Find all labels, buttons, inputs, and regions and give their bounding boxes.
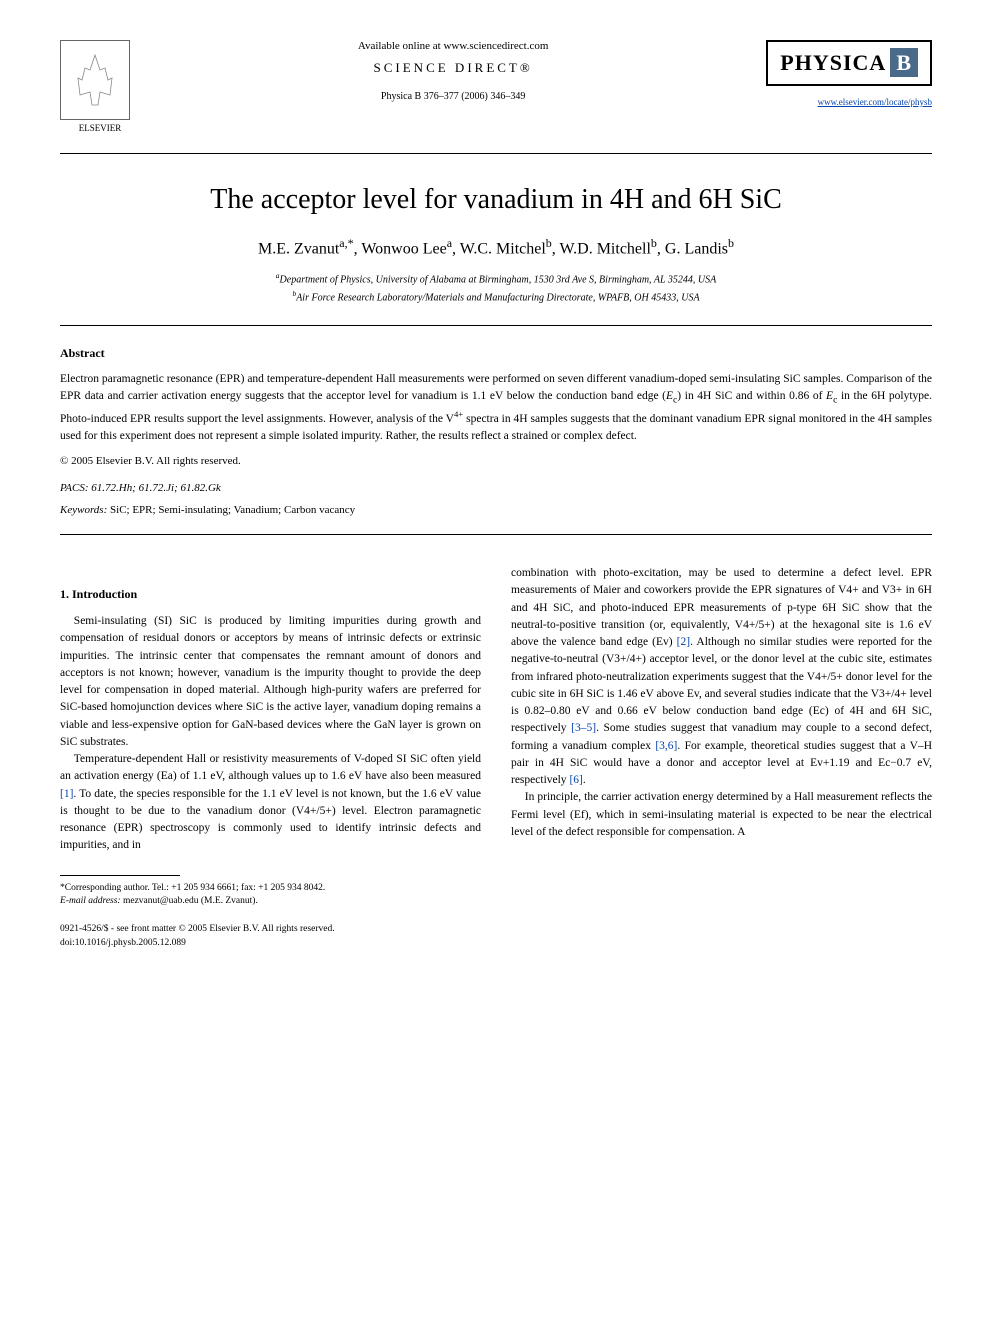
abstract-bottom-divider: [60, 534, 932, 535]
issn-line: 0921-4526/$ - see front matter © 2005 El…: [60, 923, 481, 936]
ref-link-3-5[interactable]: [3–5]: [571, 722, 596, 734]
right-paragraph-2: In principle, the carrier activation ene…: [511, 789, 932, 841]
affiliation-b: bAir Force Research Laboratory/Materials…: [60, 288, 932, 305]
keywords-values: SiC; EPR; Semi-insulating; Vanadium; Car…: [110, 504, 355, 516]
elsevier-tree-icon: [60, 40, 130, 120]
article-title: The acceptor level for vanadium in 4H an…: [60, 184, 932, 216]
affiliations: aDepartment of Physics, University of Al…: [60, 270, 932, 305]
elsevier-logo: ELSEVIER: [60, 40, 140, 133]
right-column: combination with photo-excitation, may b…: [511, 565, 932, 950]
email-address: mezvanut@uab.edu (M.E. Zvanut).: [123, 896, 258, 906]
journal-reference: Physica B 376–377 (2006) 346–349: [140, 91, 766, 102]
journal-link[interactable]: www.elsevier.com/locate/physb: [818, 97, 932, 107]
intro-heading: 1. Introduction: [60, 585, 481, 603]
physica-logo: PHYSICAB www.elsevier.com/locate/physb: [766, 40, 932, 110]
affiliation-a: aDepartment of Physics, University of Al…: [60, 270, 932, 287]
keywords-line: Keywords: SiC; EPR; Semi-insulating; Van…: [60, 504, 932, 516]
abstract-heading: Abstract: [60, 346, 932, 361]
physica-box: PHYSICAB: [766, 40, 932, 86]
left-paragraph-1: Semi-insulating (SI) SiC is produced by …: [60, 613, 481, 751]
pacs-label: PACS:: [60, 482, 89, 494]
authors: M.E. Zvanuta,*, Wonwoo Leea, W.C. Mitche…: [60, 236, 932, 258]
header-divider: [60, 153, 932, 154]
corr-author-line: *Corresponding author. Tel.: +1 205 934 …: [60, 882, 481, 895]
ref-link-1[interactable]: [1]: [60, 788, 73, 800]
copyright-text: © 2005 Elsevier B.V. All rights reserved…: [60, 455, 932, 467]
bottom-info: 0921-4526/$ - see front matter © 2005 El…: [60, 923, 481, 950]
pacs-line: PACS: 61.72.Hh; 61.72.Ji; 61.82.Gk: [60, 482, 932, 494]
elsevier-label: ELSEVIER: [60, 123, 140, 133]
keywords-label: Keywords:: [60, 504, 107, 516]
abstract-text: Electron paramagnetic resonance (EPR) an…: [60, 371, 932, 445]
header: ELSEVIER Available online at www.science…: [60, 40, 932, 133]
footnote-divider: [60, 875, 180, 876]
physica-label: PHYSICA: [780, 50, 886, 75]
ref-link-2[interactable]: [2]: [677, 636, 690, 648]
physica-b-label: B: [890, 48, 918, 77]
left-column: 1. Introduction Semi-insulating (SI) SiC…: [60, 565, 481, 950]
doi-line: doi:10.1016/j.physb.2005.12.089: [60, 937, 481, 950]
center-header: Available online at www.sciencedirect.co…: [140, 40, 766, 102]
ref-link-3-6[interactable]: [3,6]: [655, 740, 677, 752]
left-paragraph-2: Temperature-dependent Hall or resistivit…: [60, 751, 481, 855]
right-paragraph-1: combination with photo-excitation, may b…: [511, 565, 932, 789]
corresponding-author-footnote: *Corresponding author. Tel.: +1 205 934 …: [60, 882, 481, 909]
email-line: E-mail address: mezvanut@uab.edu (M.E. Z…: [60, 895, 481, 908]
science-direct-label: SCIENCE DIRECT®: [140, 60, 766, 76]
body-columns: 1. Introduction Semi-insulating (SI) SiC…: [60, 565, 932, 950]
available-online-text: Available online at www.sciencedirect.co…: [140, 40, 766, 52]
ref-link-6[interactable]: [6]: [569, 774, 582, 786]
email-label: E-mail address:: [60, 896, 121, 906]
pacs-codes: 61.72.Hh; 61.72.Ji; 61.82.Gk: [91, 482, 221, 494]
abstract-top-divider: [60, 325, 932, 326]
